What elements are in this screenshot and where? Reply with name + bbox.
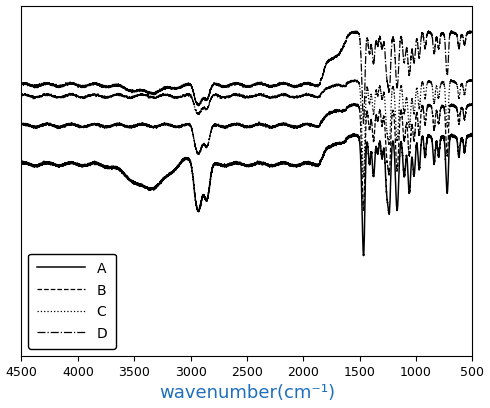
A (305, 160, 311, 165)
D (19, 82, 25, 86)
B (352, 101, 358, 106)
D (353, 29, 359, 34)
A (41, 161, 47, 166)
A (469, 132, 475, 137)
A (361, 253, 367, 258)
D (361, 121, 367, 126)
C (353, 79, 359, 84)
B (19, 122, 25, 127)
C (305, 93, 311, 98)
B (285, 122, 291, 127)
C (469, 77, 475, 82)
D (285, 84, 291, 89)
A (377, 140, 383, 144)
D (377, 35, 383, 40)
C (285, 93, 291, 98)
D (467, 28, 473, 33)
C (469, 78, 475, 83)
B (353, 103, 359, 108)
B (182, 122, 188, 127)
C (182, 93, 188, 98)
B (305, 122, 311, 127)
Line: A: A (22, 133, 472, 256)
C (41, 93, 47, 98)
A (19, 161, 25, 166)
D (305, 82, 311, 86)
C (377, 84, 383, 89)
D (182, 83, 188, 88)
A (353, 133, 359, 138)
C (361, 175, 367, 180)
D (41, 81, 47, 86)
Line: C: C (22, 80, 472, 177)
B (41, 122, 47, 127)
B (469, 102, 475, 107)
B (377, 108, 383, 113)
A (285, 161, 291, 166)
Line: B: B (22, 104, 472, 211)
B (361, 208, 367, 213)
A (468, 131, 474, 136)
Legend: A, B, C, D: A, B, C, D (28, 254, 116, 349)
C (19, 92, 25, 97)
Line: D: D (22, 31, 472, 123)
X-axis label: wavenumber(cm⁻¹): wavenumber(cm⁻¹) (159, 384, 335, 402)
A (182, 157, 188, 162)
D (469, 29, 475, 33)
